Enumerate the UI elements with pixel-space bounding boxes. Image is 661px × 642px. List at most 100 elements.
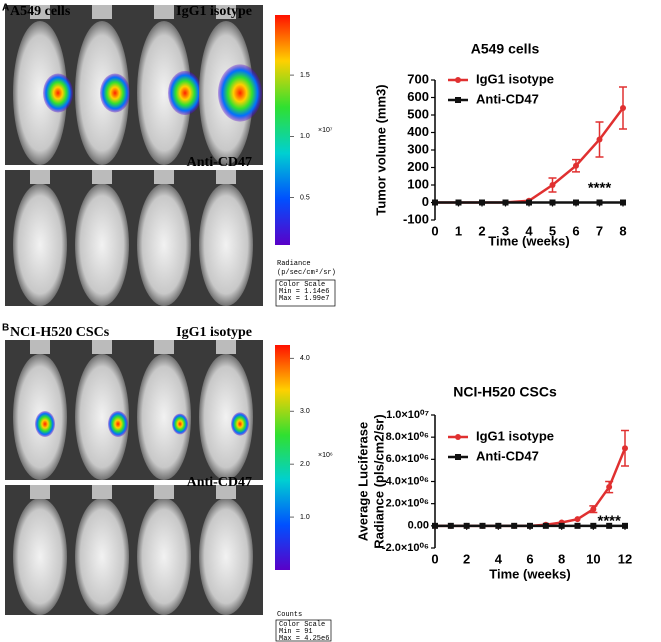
x-tick-label: 4	[495, 551, 503, 566]
marker	[573, 199, 579, 206]
colorbar-scale: ×10⁷	[318, 127, 333, 134]
image-label: Anti-CD47	[187, 475, 252, 490]
signal	[43, 73, 73, 113]
color-scale-text: Color Scale	[279, 621, 325, 629]
x-tick-label: 6	[572, 223, 579, 238]
marker	[574, 522, 581, 529]
nose-cone	[154, 5, 174, 19]
nose-cone	[154, 485, 174, 499]
nose-cone	[30, 170, 50, 184]
colorbar	[275, 345, 290, 570]
x-axis-label: Time (weeks)	[488, 233, 569, 248]
nose-cone	[216, 340, 236, 354]
signal	[108, 411, 128, 437]
y-tick-label: -100	[403, 211, 429, 226]
x-tick-label: 7	[596, 223, 603, 238]
signal	[168, 70, 202, 116]
x-tick-label: 10	[586, 551, 600, 566]
colorbar-tick-label: 1.0	[300, 133, 310, 140]
marker	[511, 522, 518, 529]
x-tick-label: 8	[558, 551, 565, 566]
image-label: IgG1 isotype	[176, 4, 252, 19]
image-title: NCI-H520 CSCs	[10, 325, 110, 340]
panel-label: B	[2, 323, 9, 334]
nose-cone	[92, 485, 112, 499]
y-tick-label: 100	[407, 176, 429, 191]
x-tick-label: 2	[463, 551, 470, 566]
marker	[495, 522, 502, 529]
y-tick-label: 2.0×10⁰⁶	[386, 498, 429, 510]
x-tick-label: 12	[618, 551, 632, 566]
x-tick-label: 1	[455, 223, 462, 238]
color-scale-text: Max = 1.99e7	[279, 295, 329, 303]
y-tick-label: 200	[407, 159, 429, 174]
marker	[606, 484, 613, 491]
nose-cone	[154, 340, 174, 354]
mouse	[199, 354, 253, 480]
nose-cone	[216, 485, 236, 499]
y-tick-label: 600	[407, 89, 429, 104]
marker	[502, 199, 509, 206]
marker	[622, 445, 628, 452]
y-axis-label: Radiance (pls/cm2/sr)	[371, 414, 386, 548]
marker	[549, 199, 556, 206]
mouse	[137, 183, 191, 306]
marker	[573, 162, 579, 169]
marker	[479, 199, 485, 206]
nose-cone	[30, 485, 50, 499]
image-label: IgG1 isotype	[176, 325, 252, 340]
colorbar	[275, 15, 290, 245]
x-axis-label: Time (weeks)	[489, 566, 570, 581]
marker	[590, 506, 597, 513]
y-tick-label: 8.0×10⁰⁶	[386, 431, 429, 443]
marker	[574, 516, 581, 523]
annotation: ****	[597, 512, 621, 529]
nose-cone	[216, 170, 236, 184]
annotation: ****	[588, 179, 612, 196]
marker	[549, 182, 556, 188]
marker	[527, 522, 533, 529]
chart-title: NCI-H520 CSCs	[453, 384, 557, 400]
y-tick-label: 300	[407, 141, 429, 156]
colorbar-label: (p/sec/cm²/sr)	[277, 269, 336, 277]
marker	[463, 522, 470, 529]
marker	[447, 522, 454, 529]
legend-marker	[455, 97, 461, 103]
legend-label: Anti-CD47	[476, 91, 539, 106]
colorbar-tick-label: 2.0	[300, 461, 310, 468]
colorbar-scale: ×10⁶	[318, 452, 333, 459]
nose-cone	[92, 5, 112, 19]
image-label: Anti-CD47	[187, 155, 252, 170]
color-scale-box	[275, 279, 336, 307]
mouse	[137, 354, 191, 480]
photos	[5, 5, 263, 615]
nose-cone	[30, 340, 50, 354]
x-tick-label: 3	[502, 223, 509, 238]
signal	[172, 413, 188, 435]
image-title: A549 cells	[10, 4, 71, 19]
legend-marker	[455, 77, 461, 83]
legend-label: IgG1 isotype	[476, 71, 554, 86]
colorbar-tick-label: 3.0	[300, 408, 310, 415]
colorbar-tick-label: 1.5	[300, 72, 310, 79]
signal	[218, 64, 262, 122]
marker	[479, 522, 486, 529]
signal	[100, 73, 130, 113]
x-tick-label: 0	[431, 223, 438, 238]
x-tick-label: 5	[549, 223, 556, 238]
y-tick-label: 500	[407, 106, 429, 121]
marker	[590, 522, 597, 529]
marker	[622, 522, 628, 529]
y-tick-label: 400	[407, 124, 429, 139]
x-tick-label: 8	[619, 223, 626, 238]
colorbar-label: Radiance	[277, 260, 311, 268]
mouse	[137, 498, 191, 615]
marker	[596, 199, 603, 206]
legend-marker	[455, 434, 461, 440]
colorbar-tick-label: 0.5	[300, 195, 310, 202]
x-tick-label: 6	[526, 551, 533, 566]
mouse	[137, 21, 191, 165]
colorbar-tick-label: 4.0	[300, 355, 310, 362]
nose-cone	[30, 5, 50, 19]
marker	[526, 199, 532, 206]
